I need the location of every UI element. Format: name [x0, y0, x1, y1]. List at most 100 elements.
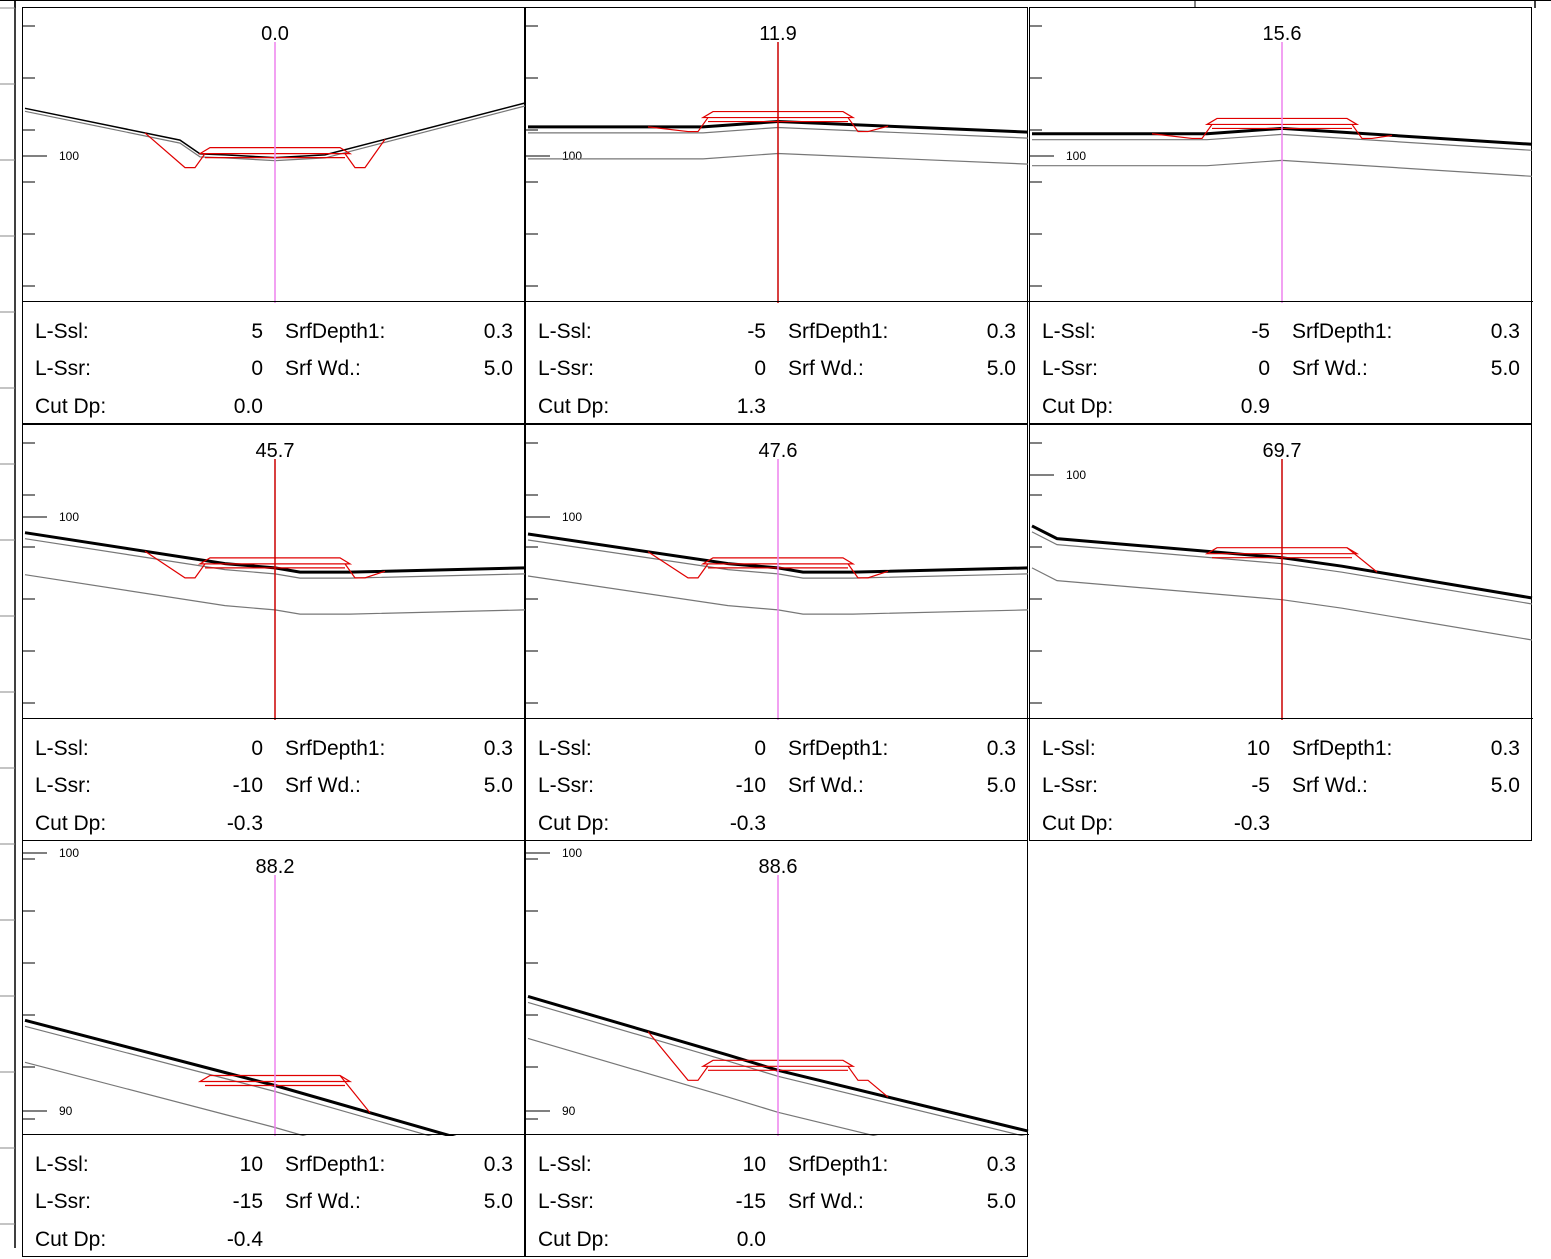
l-ssl-label: L-Ssl:	[35, 1153, 89, 1176]
srf-depth-label: SrfDepth1:	[285, 737, 386, 760]
cut-dp-label: Cut Dp:	[35, 812, 107, 835]
subgrade-layer-line	[1032, 159, 1533, 177]
y-tick-label: 100	[562, 510, 582, 524]
srf-depth-value: 0.3	[483, 1153, 513, 1176]
right-ditch	[847, 563, 889, 579]
section-parameters: L-Ssl: -5 SrfDepth1: 0.3 L-Ssr: 0 Srf Wd.: 5.0 C…	[1030, 301, 1533, 426]
l-ssr-label: L-Ssr:	[35, 357, 92, 380]
srf-depth-label: SrfDepth1:	[1292, 320, 1393, 343]
srf-wd-value: 5.0	[483, 357, 513, 380]
left-ditch	[144, 132, 206, 169]
y-tick-label: 100	[59, 510, 79, 524]
cross-section-panel[interactable]: 100 90 88.2 L-Ssl: 10 SrfDepth1: 0.3 L-Ssr: -15 S…	[22, 840, 526, 1259]
srf-depth-value: 0.3	[986, 1153, 1016, 1176]
pavement-box	[197, 1074, 353, 1083]
cut-dp-value: -0.4	[226, 1228, 263, 1251]
srf-depth-label: SrfDepth1:	[285, 320, 386, 343]
y-tick-label: 90	[562, 1104, 576, 1118]
station-title: 11.9	[759, 23, 797, 45]
srf-depth-value: 0.3	[1490, 737, 1520, 760]
cut-dp-label: Cut Dp:	[35, 1228, 107, 1251]
section-plot: 100	[23, 25, 526, 303]
srf-wd-label: Srf Wd.:	[1292, 357, 1368, 380]
section-parameters: L-Ssl: 10 SrfDepth1: 0.3 L-Ssr: -15 Srf Wd.: 5.…	[526, 1134, 1029, 1259]
srf-wd-label: Srf Wd.:	[788, 1190, 864, 1213]
cross-section-panel[interactable]: 100 45.7 L-Ssl: 0 SrfDepth1: 0.3 L-Ssr: -10 Srf …	[22, 424, 526, 843]
cut-dp-value: 0.0	[736, 1228, 766, 1251]
l-ssl-value: 10	[239, 1153, 263, 1176]
section-plot: 100	[526, 442, 1029, 720]
ground-profile-line	[24, 102, 526, 159]
subgrade-layer-line	[528, 152, 1029, 165]
section-parameters: L-Ssl: 10 SrfDepth1: 0.3 L-Ssr: -15 Srf Wd.: 5.…	[23, 1134, 526, 1259]
subgrade-layer-line	[24, 1061, 307, 1136]
ground-profile-line	[527, 532, 1029, 574]
srf-depth-label: SrfDepth1:	[788, 737, 889, 760]
station-title: 45.7	[255, 440, 295, 462]
station-title: 15.6	[1262, 23, 1302, 45]
y-tick-label: 100	[1066, 468, 1086, 482]
y-tick-label: 100	[562, 149, 582, 163]
l-ssl-value: -5	[747, 320, 766, 343]
srf-depth-value: 0.3	[483, 320, 513, 343]
left-ditch	[1151, 124, 1213, 140]
cross-section-panel[interactable]: 100 0.0 L-Ssl: 5 SrfDepth1: 0.3 L-Ssr: 0 Srf Wd.…	[22, 7, 526, 426]
section-plot: 100	[1030, 25, 1533, 303]
ground-profile-line	[24, 1018, 457, 1136]
left-ditch	[647, 117, 709, 133]
l-ssr-value: -15	[232, 1190, 263, 1213]
pavement-box	[1204, 117, 1360, 126]
l-ssr-label: L-Ssr:	[538, 774, 595, 797]
station-title: 88.2	[255, 856, 295, 878]
right-ditch	[344, 139, 386, 169]
cut-dp-label: Cut Dp:	[538, 812, 610, 835]
l-ssl-label: L-Ssl:	[538, 320, 592, 343]
l-ssl-value: 10	[742, 1153, 766, 1176]
l-ssl-label: L-Ssl:	[538, 737, 592, 760]
l-ssr-value: -15	[735, 1190, 766, 1213]
l-ssr-value: 0	[754, 357, 766, 380]
pavement-box	[1204, 547, 1360, 555]
section-parameters: L-Ssl: 0 SrfDepth1: 0.3 L-Ssr: -10 Srf Wd.: 5.0…	[23, 718, 526, 843]
l-ssr-label: L-Ssr:	[35, 1190, 92, 1213]
right-ditch	[847, 117, 889, 133]
section-plot: 100 90	[526, 846, 1029, 1136]
srf-wd-label: Srf Wd.:	[285, 1190, 361, 1213]
section-parameters: L-Ssl: 5 SrfDepth1: 0.3 L-Ssr: 0 Srf Wd.: 5.0 Cu…	[23, 301, 526, 426]
station-title: 69.7	[1262, 440, 1302, 462]
cross-section-panel[interactable]: 100 90 88.6 L-Ssl: 10 SrfDepth1: 0.3 L-Ssr: -15 S…	[525, 840, 1029, 1259]
l-ssr-value: 0	[1258, 357, 1270, 380]
road-template	[144, 132, 386, 169]
left-ditch	[647, 551, 709, 579]
cut-dp-label: Cut Dp:	[538, 1228, 610, 1251]
cut-dp-label: Cut Dp:	[1042, 812, 1114, 835]
right-ditch	[1351, 124, 1393, 140]
srf-depth-value: 0.3	[986, 320, 1016, 343]
section-parameters: L-Ssl: -5 SrfDepth1: 0.3 L-Ssr: 0 Srf Wd.: 5.0 C…	[526, 301, 1029, 426]
section-plot: 100	[1030, 442, 1533, 720]
subgrade-layer-line	[527, 1001, 1027, 1136]
cross-section-panel[interactable]: 100 15.6 L-Ssl: -5 SrfDepth1: 0.3 L-Ssr: 0 Srf W…	[1029, 7, 1533, 426]
l-ssr-label: L-Ssr:	[1042, 357, 1099, 380]
l-ssl-value: 10	[1246, 737, 1270, 760]
srf-wd-value: 5.0	[1490, 774, 1520, 797]
y-tick-label: 100	[1066, 149, 1086, 163]
srf-depth-label: SrfDepth1:	[788, 1153, 889, 1176]
srf-wd-label: Srf Wd.:	[788, 357, 864, 380]
cut-dp-label: Cut Dp:	[1042, 395, 1114, 418]
srf-wd-label: Srf Wd.:	[285, 357, 361, 380]
srf-depth-label: SrfDepth1:	[788, 320, 889, 343]
station-title: 47.6	[758, 440, 798, 462]
ground-profile-line	[1032, 126, 1533, 146]
y-tick-label: 100	[59, 846, 79, 860]
srf-wd-label: Srf Wd.:	[1292, 774, 1368, 797]
station-title: 0.0	[261, 23, 289, 45]
srf-depth-value: 0.3	[483, 737, 513, 760]
l-ssl-label: L-Ssl:	[1042, 320, 1096, 343]
cross-section-panel[interactable]: 100 11.9 L-Ssl: -5 SrfDepth1: 0.3 L-Ssr: 0 Srf W…	[525, 7, 1029, 426]
station-title: 88.6	[758, 856, 798, 878]
cross-section-panel[interactable]: 100 69.7 L-Ssl: 10 SrfDepth1: 0.3 L-Ssr: -5 Srf …	[1029, 424, 1533, 841]
y-tick-label: 90	[59, 1104, 73, 1118]
cross-section-panel[interactable]: 100 47.6 L-Ssl: 0 SrfDepth1: 0.3 L-Ssr: -10 Srf …	[525, 424, 1029, 841]
right-slope	[339, 1075, 371, 1114]
